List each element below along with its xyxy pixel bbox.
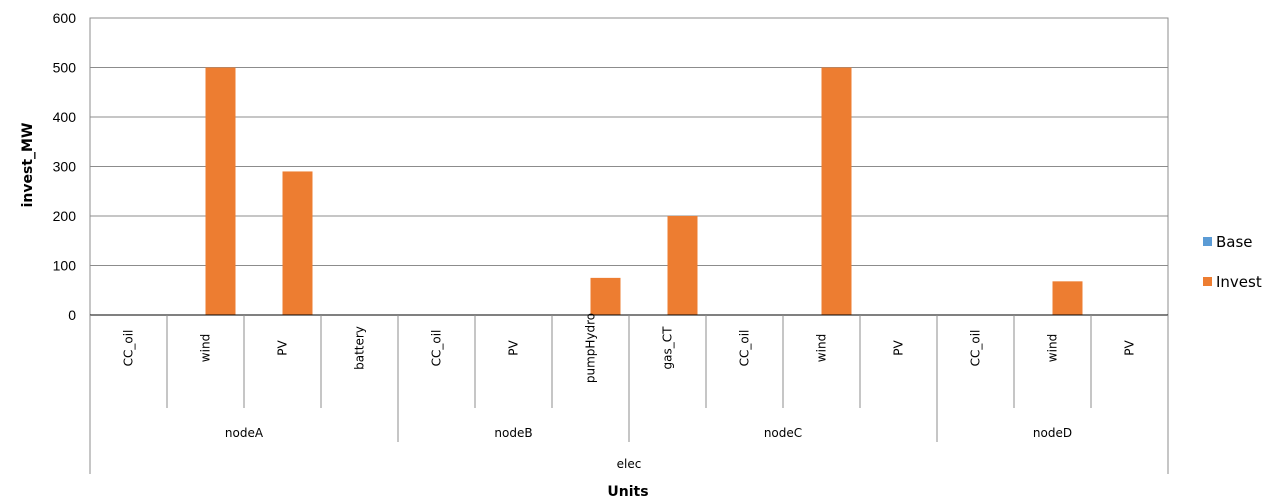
category-label: wind [815,334,829,362]
group-label-nodeD: nodeD [1033,426,1072,440]
x-axis-title: Units [607,484,648,500]
category-label: PV [507,339,521,355]
category-label: gas_CT [661,326,675,370]
category-label: CC_oil [969,330,983,367]
y-tick-label: 400 [53,109,77,125]
bar-invest [821,67,852,315]
y-tick-label: 100 [53,258,77,274]
bar-invest [590,277,621,315]
category-label: battery [353,326,367,370]
category-label: PV [1123,339,1137,355]
bar-invest [667,216,698,315]
group-label-nodeC: nodeC [764,426,802,440]
category-labels: CC_oil wind PV battery CC_oil PV pumpHydro gas_… [122,313,1137,383]
group-label-nodeA: nodeA [225,426,264,440]
legend-label-invest: Invest [1216,273,1262,291]
y-tick-label: 0 [68,307,76,323]
category-label: CC_oil [430,330,444,367]
category-label: pumpHydro [584,313,598,383]
category-label: CC_oil [122,330,136,367]
category-label: PV [276,339,290,355]
bar-invest [282,171,313,315]
legend-swatch-invest [1203,277,1212,286]
gridlines [90,17,1168,266]
y-tick-label: 600 [53,10,77,26]
group-labels: nodeA nodeB nodeC nodeD elec [225,426,1072,471]
y-tick-label: 500 [53,60,77,76]
legend: Base Invest [1203,233,1262,291]
category-label: PV [892,339,906,355]
axes [89,17,1169,474]
y-tick-labels: 0 100 200 300 400 500 600 [53,10,77,323]
bars [205,67,1083,315]
group-label-nodeB: nodeB [494,426,532,440]
y-tick-label: 300 [53,159,77,175]
category-label: wind [1046,334,1060,362]
legend-swatch-base [1203,237,1212,246]
category-label: wind [199,334,213,362]
y-tick-label: 200 [53,208,77,224]
bar-invest [1052,281,1083,315]
supergroup-label: elec [617,457,642,471]
y-axis-title: invest_MW [20,123,36,208]
legend-label-base: Base [1216,233,1253,251]
category-label: CC_oil [738,330,752,367]
bar-invest [205,67,236,315]
